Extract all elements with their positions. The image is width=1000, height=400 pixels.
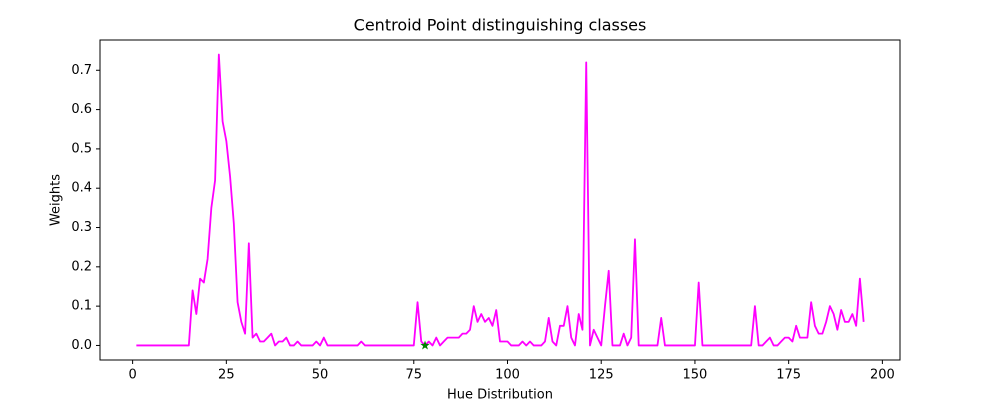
y-tick-label: 0.6 — [71, 102, 92, 117]
y-tick-label: 0.2 — [71, 259, 92, 274]
y-tick-label: 0.3 — [71, 220, 92, 235]
data-line — [136, 53, 865, 347]
centroid-point — [420, 340, 430, 350]
x-tick-label: 0 — [128, 368, 136, 383]
y-tick-label: 0.5 — [71, 141, 92, 156]
y-tick-label: 0.7 — [71, 63, 92, 78]
x-tick-label: 50 — [312, 368, 329, 383]
x-tick-label: 100 — [495, 368, 520, 383]
plot-frame — [99, 39, 901, 361]
y-tick-label: 0.4 — [71, 181, 92, 196]
x-tick-label: 75 — [406, 368, 423, 383]
y-axis-label: Weights — [49, 174, 64, 226]
x-tick-label: 125 — [589, 368, 614, 383]
x-tick-label: 175 — [776, 368, 801, 383]
x-axis-label: Hue Distribution — [447, 388, 553, 400]
y-tick-label: 0.1 — [71, 299, 92, 314]
chart-title: Centroid Point distinguishing classes — [354, 16, 647, 35]
x-tick-label: 200 — [870, 368, 895, 383]
y-tick-label: 0.0 — [71, 338, 92, 353]
x-tick-label: 25 — [218, 368, 235, 383]
x-tick-label: 150 — [683, 368, 708, 383]
